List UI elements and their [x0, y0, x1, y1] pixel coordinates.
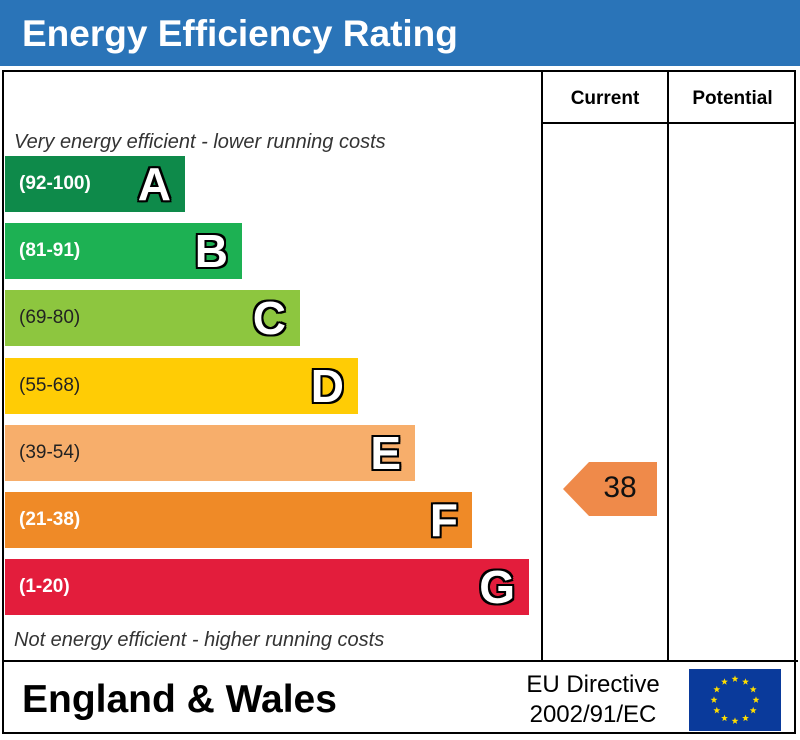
- header-bar: Energy Efficiency Rating: [0, 0, 800, 66]
- current-column-header: Current: [570, 88, 640, 109]
- potential-column-divider: [667, 70, 669, 662]
- directive-line-1: EU Directive: [526, 671, 660, 698]
- band-letter: E: [370, 427, 401, 479]
- eu-star-icon: [752, 696, 760, 703]
- eu-star-icon: [713, 685, 721, 693]
- potential-column-header: Potential: [692, 88, 773, 109]
- band-range: (55-68): [19, 375, 81, 396]
- band-range: (39-54): [19, 442, 81, 463]
- eu-star-icon: [749, 706, 757, 714]
- footer-divider: [2, 660, 798, 662]
- eu-star-icon: [721, 678, 728, 685]
- band-letter: D: [310, 360, 344, 412]
- band-range: (81-91): [19, 240, 81, 261]
- band-letter: G: [479, 561, 515, 613]
- band-range: (92-100): [19, 173, 91, 194]
- band-range: (1-20): [19, 576, 70, 597]
- top-note: Very energy efficient - lower running co…: [14, 131, 386, 153]
- band-letter: A: [137, 158, 171, 210]
- bottom-note: Not energy efficient - higher running co…: [14, 629, 385, 651]
- rating-table: [2, 70, 796, 734]
- band-d: (55-68) D: [5, 358, 358, 414]
- band-a: (92-100) A: [5, 156, 185, 212]
- band-letter: B: [194, 225, 228, 277]
- directive-line-2: 2002/91/EC: [529, 701, 657, 728]
- eu-star-icon: [713, 706, 721, 714]
- band-c: (69-80) C: [5, 290, 300, 346]
- column-header-divider: [543, 122, 796, 124]
- eu-star-icon: [742, 678, 749, 685]
- region-label: England & Wales: [22, 678, 337, 721]
- eu-directive-label: EU Directive 2002/91/EC: [508, 670, 678, 730]
- eu-flag-icon: [689, 669, 781, 731]
- band-b: (81-91) B: [5, 223, 242, 279]
- eu-star-icon: [749, 685, 757, 693]
- band-range: (21-38): [19, 509, 81, 530]
- current-rating-arrow: [563, 462, 657, 516]
- eu-star-icon: [710, 696, 718, 703]
- band-range: (69-80): [19, 307, 81, 328]
- band-f: (21-38) F: [5, 492, 472, 548]
- eu-star-icon: [742, 714, 749, 722]
- band-g: (1-20) G: [5, 559, 529, 615]
- eu-star-icon: [721, 714, 728, 722]
- page-title: Energy Efficiency Rating: [22, 13, 458, 54]
- eu-star-icon: [731, 717, 739, 724]
- current-rating-value: 38: [603, 471, 637, 504]
- current-column-divider: [541, 70, 543, 662]
- eu-star-icon: [731, 675, 739, 682]
- band-e: (39-54) E: [5, 425, 415, 481]
- band-letter: C: [252, 292, 286, 344]
- band-letter: F: [429, 494, 458, 546]
